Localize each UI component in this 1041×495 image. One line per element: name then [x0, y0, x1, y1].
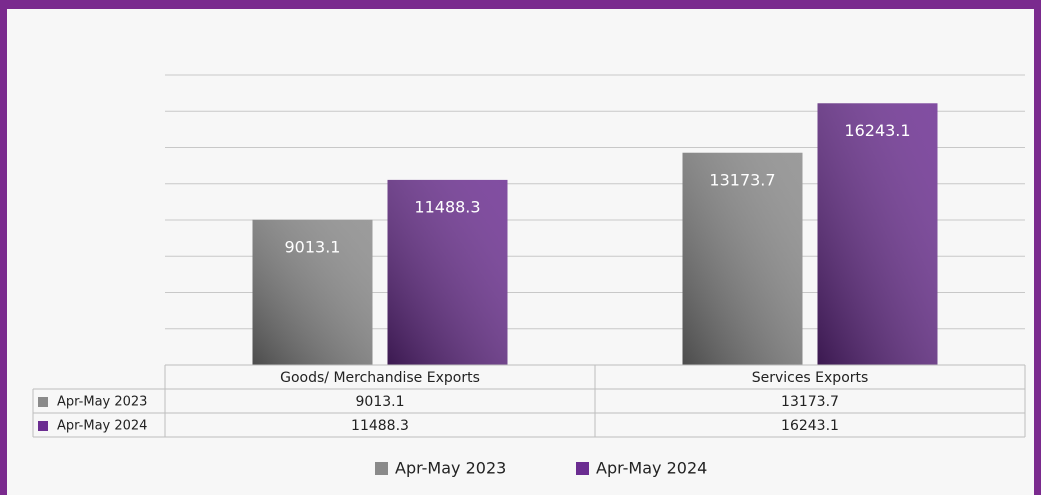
legend-label: Apr-May 2024: [596, 459, 707, 478]
table-series-name: Apr-May 2023: [57, 395, 147, 410]
header-bar: [0, 0, 1041, 9]
table-value: 16243.1: [781, 418, 839, 434]
legend-key: [576, 462, 589, 475]
table-value: 13173.7: [781, 394, 839, 410]
data-label: 9013.1: [285, 237, 341, 256]
legend-key: [375, 462, 388, 475]
table-legend-key: [38, 397, 48, 407]
x-tick-label: Services Exports: [752, 370, 869, 386]
data-label: 13173.7: [709, 170, 775, 189]
bar-shade: [682, 152, 803, 365]
data-label: 11488.3: [414, 197, 480, 216]
bar-shade: [387, 179, 508, 365]
frame-right: [1034, 0, 1041, 495]
table-value: 11488.3: [351, 418, 409, 434]
bar-shade: [817, 103, 938, 366]
bar-shade: [252, 219, 373, 365]
data-label: 16243.1: [844, 121, 910, 140]
table-series-name: Apr-May 2024: [57, 419, 147, 434]
table-value: 9013.1: [356, 394, 405, 410]
frame-left: [0, 0, 7, 495]
x-tick-label: Goods/ Merchandise Exports: [280, 370, 480, 386]
legend-label: Apr-May 2023: [395, 459, 506, 478]
table-legend-key: [38, 421, 48, 431]
